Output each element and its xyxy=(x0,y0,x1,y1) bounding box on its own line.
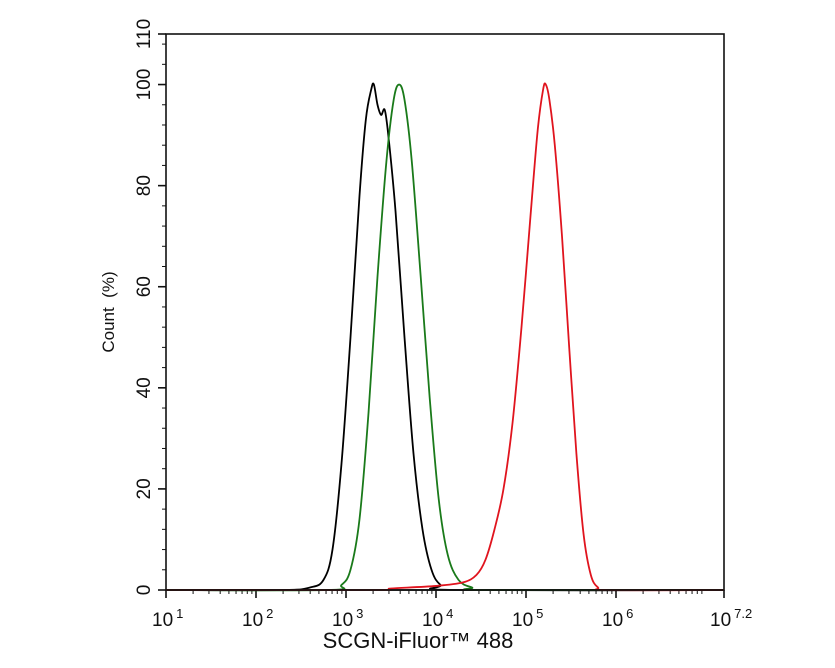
y-tick-label: 40 xyxy=(134,377,155,398)
y-axis-title: Count (%) xyxy=(99,271,118,352)
plot-frame xyxy=(165,33,725,591)
y-axis: 0 20 40 60 80 100 110 xyxy=(134,19,166,595)
x-tick-label: 10 3 xyxy=(332,606,363,631)
x-axis-title: SCGN-iFluor™ 488 xyxy=(323,628,514,653)
histogram-curve xyxy=(165,83,725,592)
y-tick-label: 100 xyxy=(134,69,155,101)
y-tick-label: 60 xyxy=(134,276,155,297)
x-tick-label: 10 1 xyxy=(152,606,183,631)
y-tick-label: 80 xyxy=(134,175,155,196)
x-tick-label: 10 2 xyxy=(242,606,273,631)
x-axis: 10 1 10 2 10 3 10 4 10 5 10 6 10 7.2 xyxy=(152,590,752,631)
x-tick-label: 10 4 xyxy=(422,606,453,631)
x-tick-label: 10 6 xyxy=(602,606,633,631)
histogram-curves xyxy=(165,82,725,592)
y-tick-label: 20 xyxy=(134,478,155,499)
y-tick-label: 0 xyxy=(134,585,155,596)
x-tick-label: 10 5 xyxy=(512,606,543,631)
x-tick-label: 10 7.2 xyxy=(710,606,752,631)
histogram-curve xyxy=(165,82,725,592)
y-tick-label: 110 xyxy=(134,19,155,49)
histogram-curve xyxy=(165,82,725,592)
